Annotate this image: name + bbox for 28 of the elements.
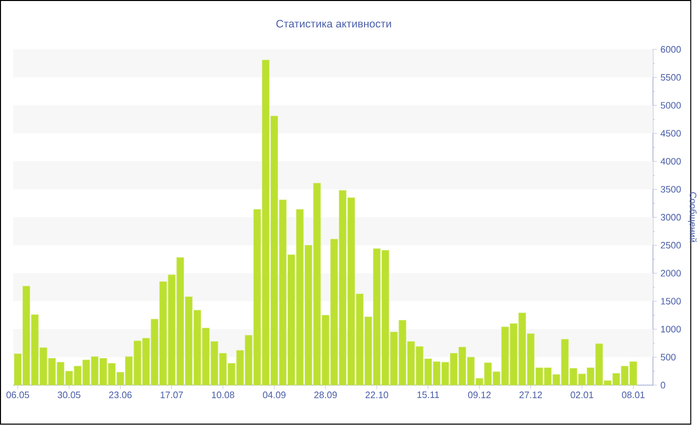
y-tick-label: 6000 (660, 46, 681, 53)
x-tick-label: 30.05 (58, 392, 80, 398)
y-tick-label: 3000 (660, 214, 681, 221)
y-tick-label: 5500 (660, 74, 681, 81)
y-tick-label: 2000 (660, 270, 681, 277)
x-tick-label: 02.01 (570, 392, 594, 398)
y-tick-label: 1500 (661, 298, 681, 305)
x-tick-label: 15.11 (417, 392, 440, 398)
x-tick-label: 17.07 (160, 392, 183, 398)
y-tick-label: 4000 (660, 158, 681, 165)
y-axis-title: Сообщений (688, 192, 697, 242)
x-tick-label: 28.09 (314, 392, 337, 398)
x-tick-label: 27.12 (519, 392, 542, 398)
y-tick-label: 4500 (660, 130, 681, 137)
x-tick-label: 09.12 (468, 392, 491, 398)
x-tick-label: 08.01 (622, 392, 645, 398)
y-tick-label: 3500 (660, 186, 681, 193)
y-tick-label: 500 (660, 354, 676, 361)
y-tick-label: 1000 (661, 326, 681, 333)
x-tick-label: 10.08 (212, 392, 234, 398)
y-tick-label: 2500 (660, 242, 681, 249)
x-tick-label: 04.09 (262, 392, 286, 398)
x-tick-label: 23.06 (109, 392, 132, 398)
x-tick-label: 22.10 (366, 392, 388, 398)
chart-title: Статистика активности (276, 20, 391, 28)
y-tick-label: 0 (660, 382, 666, 389)
x-tick-label: 06.05 (6, 392, 30, 398)
y-tick-label: 5000 (660, 102, 681, 109)
